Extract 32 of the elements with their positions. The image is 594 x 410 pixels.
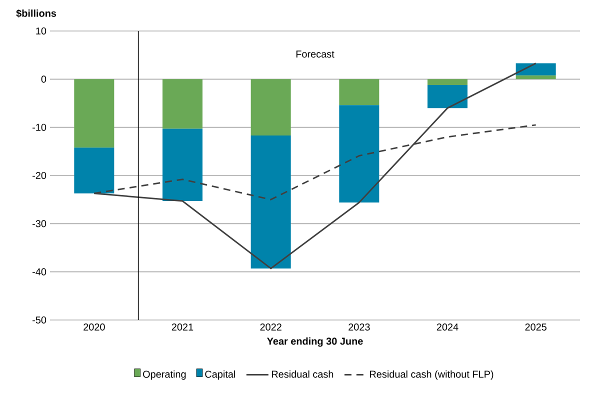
- y-tick-label: -30: [32, 220, 46, 228]
- y-tick-label: 10: [36, 27, 46, 35]
- bar: [428, 84, 468, 108]
- bar: [162, 128, 202, 202]
- bar: [74, 79, 114, 148]
- x-tick-label: 2024: [436, 324, 458, 331]
- y-axis-title: $billions: [16, 9, 56, 18]
- y-tick-label: 0: [41, 76, 46, 83]
- x-tick-label: 2023: [348, 324, 370, 331]
- annotation: Forecast: [296, 50, 334, 58]
- x-tick-label: 2020: [84, 324, 105, 331]
- bar: [74, 148, 114, 194]
- y-tick-label: -50: [32, 316, 46, 324]
- bar: [162, 79, 202, 129]
- x-axis-title: Year ending 30 June: [267, 337, 363, 347]
- y-tick-label: -10: [32, 124, 46, 131]
- x-tick-label: 2021: [172, 324, 194, 331]
- legend-label: Capital: [205, 370, 236, 380]
- y-tick-label: -40: [32, 268, 46, 276]
- y-tick-label: -20: [32, 172, 46, 180]
- bar: [339, 79, 380, 106]
- legend-label: Residual cash (without FLP): [370, 370, 494, 380]
- bar: [339, 105, 380, 202]
- bar: [516, 75, 556, 80]
- bar: [250, 79, 291, 136]
- legend-label: Operating: [143, 370, 186, 380]
- legend-label: Residual cash: [272, 370, 334, 378]
- x-tick-label: 2022: [260, 324, 282, 331]
- bar: [516, 63, 556, 76]
- bar: [250, 136, 291, 268]
- x-tick-label: 2025: [525, 324, 546, 331]
- bar: [428, 79, 468, 85]
